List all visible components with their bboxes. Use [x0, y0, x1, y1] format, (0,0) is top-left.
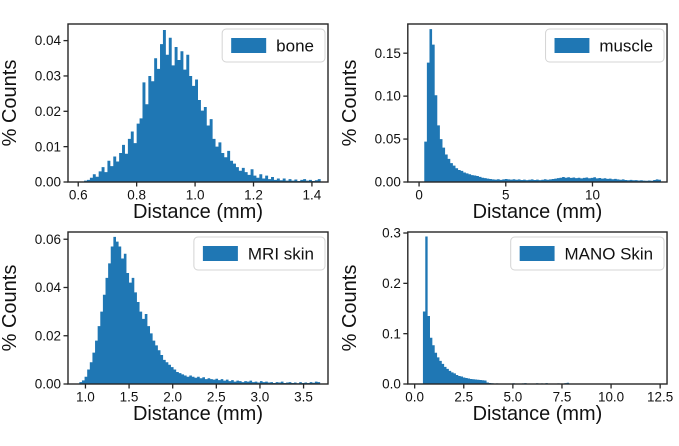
legend: muscle	[545, 28, 665, 63]
axis-ticks: 0.0 2.5 5.0 7.5 10.0 12.5 0.0 0.1 0.2 0.3	[382, 226, 673, 405]
legend-box	[193, 236, 326, 271]
axis-ticks: 1.0 1.5 2.0 2.5 3.0 3.5 0.00 0.02 0.04 0.06	[35, 232, 313, 405]
legend-swatch	[554, 38, 590, 53]
y-tick-label: 0.04	[35, 280, 62, 295]
y-tick-label: 0.2	[382, 276, 401, 291]
axes-spines	[407, 23, 668, 183]
histogram-mano-skin-canvas: 0.0 2.5 5.0 7.5 10.0 12.5 0.0 0.1 0.2 0.3 Distance…	[340, 223, 679, 446]
y-tick-label: 0.1	[382, 326, 401, 341]
x-axis-label: Distance (mm)	[473, 403, 603, 425]
y-tick-label: 0.05	[375, 132, 401, 147]
x-tick-label: 1.4	[303, 188, 322, 203]
x-axis-label: Distance (mm)	[133, 403, 263, 425]
x-tick-label: 10	[585, 187, 600, 202]
subplot-mri-skin: 1.0 1.5 2.0 2.5 3.0 3.5 0.00 0.02 0.04 0.06 Distan…	[0, 223, 340, 446]
axes-spines	[407, 231, 668, 385]
histogram-bars	[424, 29, 661, 183]
legend: bone	[221, 28, 326, 63]
y-tick-label: 0.04	[35, 33, 62, 48]
legend-box	[545, 28, 665, 63]
y-axis-label: % Counts	[340, 60, 361, 147]
legend-label: bone	[276, 37, 314, 56]
x-axis-label: Distance (mm)	[133, 201, 263, 223]
subplot-mano-skin: 0.0 2.5 5.0 7.5 10.0 12.5 0.0 0.1 0.2 0.3 Distance…	[340, 223, 679, 446]
x-tick-label: 1.2	[244, 188, 263, 203]
x-tick-label: 1.0	[186, 188, 205, 203]
x-tick-label: 2.5	[207, 390, 226, 405]
y-tick-label: 0.01	[35, 139, 61, 154]
histogram-mri-skin-canvas: 1.0 1.5 2.0 2.5 3.0 3.5 0.00 0.02 0.04 0.06 Distan…	[0, 223, 340, 446]
y-tick-label: 0.02	[35, 328, 61, 343]
histogram-bars	[422, 236, 603, 384]
x-tick-label: 10.0	[598, 389, 624, 404]
x-tick-label: 7.5	[553, 389, 572, 404]
y-axis-label: % Counts	[340, 265, 361, 352]
y-tick-label: 0.00	[375, 175, 401, 190]
legend-swatch	[519, 246, 555, 261]
x-tick-label: 3.5	[294, 390, 313, 405]
x-tick-label: 0.8	[127, 188, 146, 203]
legend-swatch	[231, 38, 267, 53]
legend-box	[510, 236, 665, 271]
legend-swatch	[202, 246, 238, 261]
legend-label: MRI skin	[248, 245, 314, 264]
y-tick-label: 0.00	[35, 377, 61, 392]
x-tick-label: 0.6	[69, 188, 88, 203]
y-tick-label: 0.00	[35, 175, 61, 190]
x-tick-label: 1.5	[120, 390, 139, 405]
y-axis-label: % Counts	[0, 265, 21, 352]
histogram-bars	[84, 30, 321, 183]
legend: MRI skin	[193, 236, 326, 271]
subplot-muscle: 0 5 10 0.00 0.05 0.10 0.15 Distance (mm) % Count…	[340, 0, 679, 223]
axes-spines	[67, 23, 329, 183]
histogram-bone-canvas: 0.6 0.8 1.0 1.2 1.4 0.00 0.01 0.02 0.03 0.04 Dista…	[0, 0, 340, 223]
legend: MANO Skin	[510, 236, 665, 271]
x-tick-label: 1.0	[76, 390, 95, 405]
x-tick-label: 5	[502, 187, 509, 202]
x-tick-label: 3.0	[251, 390, 270, 405]
axis-ticks: 0 5 10 0.00 0.05 0.10 0.15	[375, 46, 600, 203]
y-tick-label: 0.03	[35, 69, 61, 84]
x-tick-label: 12.5	[647, 389, 673, 404]
x-axis-label: Distance (mm)	[473, 201, 603, 223]
x-tick-label: 0.0	[405, 389, 424, 404]
y-axis-label: % Counts	[0, 60, 21, 147]
y-tick-label: 0.3	[382, 226, 401, 241]
y-tick-label: 0.06	[35, 232, 61, 247]
axes-spines	[67, 231, 329, 385]
x-tick-label: 2.5	[454, 389, 473, 404]
x-tick-label: 5.0	[504, 389, 523, 404]
axis-ticks: 0.6 0.8 1.0 1.2 1.4 0.00 0.01 0.02 0.03 0.04	[35, 33, 322, 202]
y-tick-label: 0.0	[382, 377, 401, 392]
subplot-bone: 0.6 0.8 1.0 1.2 1.4 0.00 0.01 0.02 0.03 0.04 Dista…	[0, 0, 340, 223]
legend-label: muscle	[599, 36, 653, 55]
x-tick-label: 2.0	[163, 390, 182, 405]
legend-label: MANO Skin	[565, 244, 654, 263]
histogram-bars	[79, 236, 321, 384]
x-tick-label: 0	[415, 187, 422, 202]
legend-box	[221, 28, 326, 63]
y-tick-label: 0.15	[375, 46, 401, 61]
y-tick-label: 0.10	[375, 89, 401, 104]
y-tick-label: 0.02	[35, 104, 61, 119]
histogram-muscle-canvas: 0 5 10 0.00 0.05 0.10 0.15 Distance (mm) % Count…	[340, 0, 679, 223]
